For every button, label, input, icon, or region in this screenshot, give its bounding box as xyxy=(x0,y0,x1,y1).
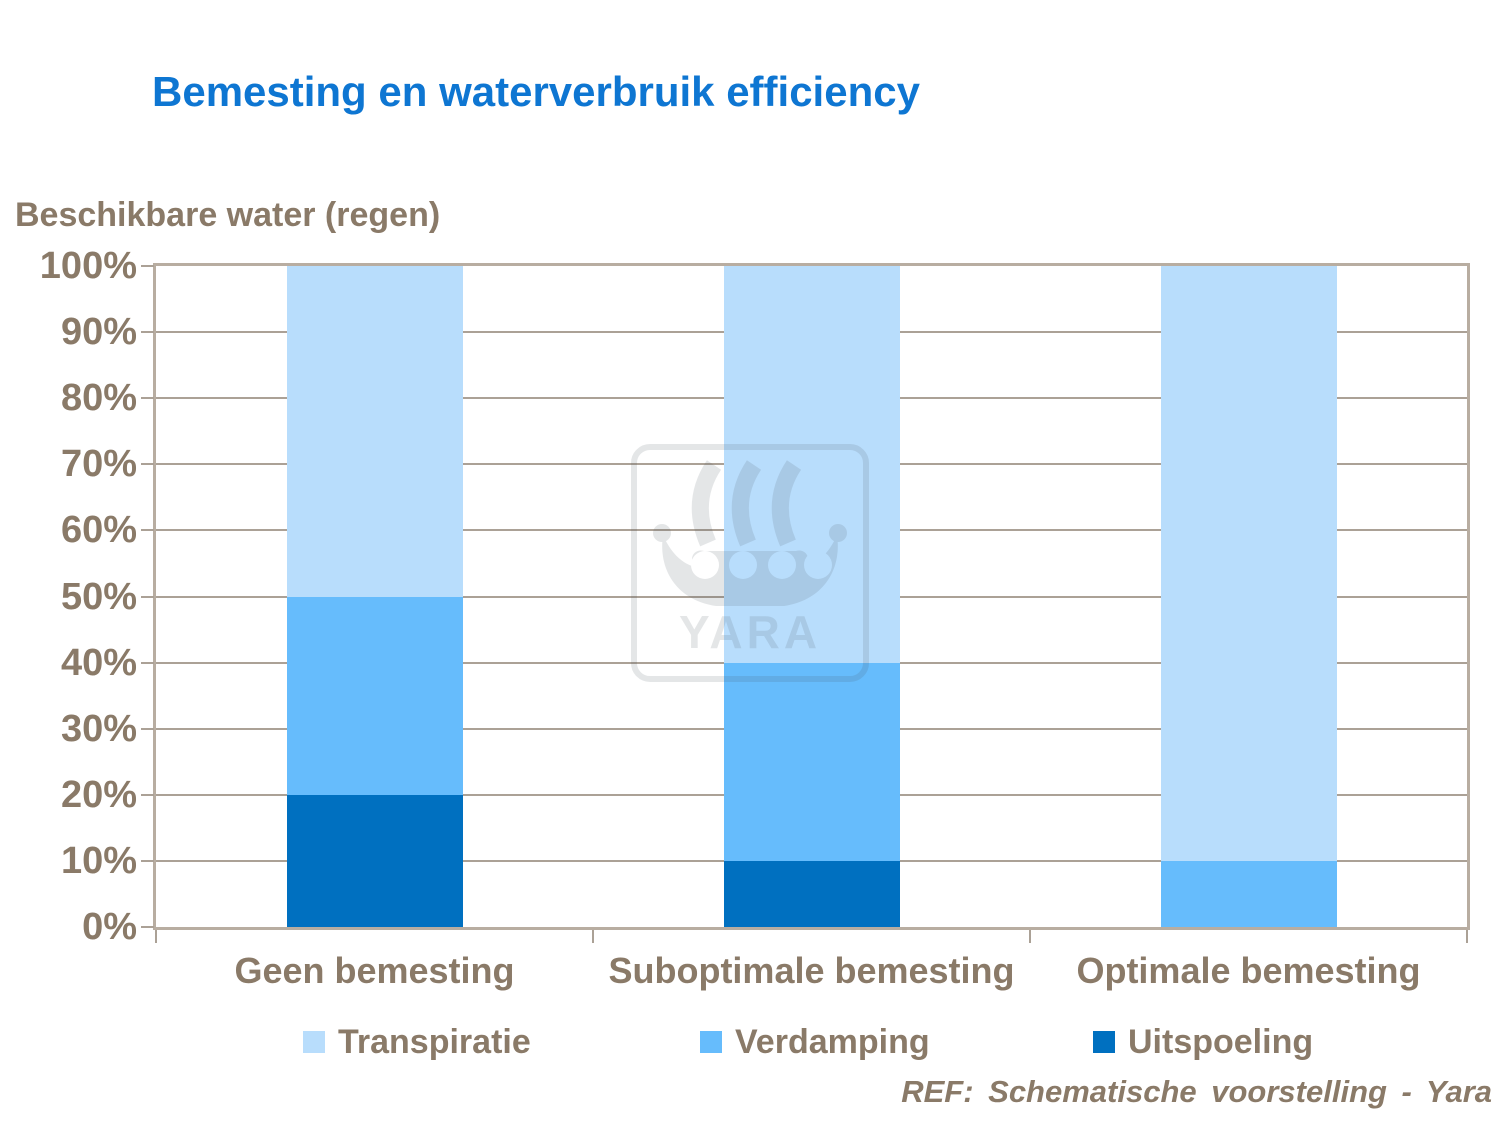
y-axis-tick-label: 10% xyxy=(60,839,137,882)
legend-item-verdamping: Verdamping xyxy=(700,1020,930,1064)
y-axis-tick-label: 20% xyxy=(60,773,137,816)
bar-segment-transpiratie xyxy=(286,266,463,597)
y-axis-tick-label: 50% xyxy=(60,575,137,618)
watermark-prow-left xyxy=(653,524,671,542)
bar-segment-uitspoeling xyxy=(286,794,463,927)
legend-label: Verdamping xyxy=(735,1022,930,1061)
reference-note: REF: Schematische voorstelling - Yara xyxy=(901,1074,1492,1109)
bar-geen-bemesting xyxy=(286,266,463,927)
bar-segment-transpiratie xyxy=(1160,266,1337,861)
x-axis-tick xyxy=(592,930,594,943)
y-axis-tick-label: 40% xyxy=(60,641,137,684)
legend-label: Uitspoeling xyxy=(1128,1022,1314,1061)
y-axis-tick-label: 70% xyxy=(60,443,137,486)
bar-segment-verdamping xyxy=(286,596,463,795)
legend-label: Transpiratie xyxy=(338,1022,531,1061)
bar-segment-verdamping xyxy=(1160,860,1337,927)
y-axis-title: Beschikbare water (regen) xyxy=(15,196,441,234)
bar-segment-verdamping xyxy=(723,662,900,861)
y-axis-tick xyxy=(141,859,154,862)
y-axis-tick xyxy=(141,595,154,598)
chart-title: Bemesting en waterverbruik efficiency xyxy=(152,68,920,115)
y-axis-tick xyxy=(141,926,154,928)
legend-swatch-transpiratie xyxy=(303,1031,325,1053)
x-axis-category-label: Geen bemesting xyxy=(234,950,515,991)
x-axis-tick xyxy=(155,930,157,943)
bar-suboptimale-bemesting xyxy=(723,266,900,927)
y-axis-tick xyxy=(141,397,154,400)
y-axis-tick-label: 90% xyxy=(60,311,137,354)
y-axis-tick xyxy=(141,529,154,532)
x-axis-tick xyxy=(1466,930,1468,943)
x-axis-tick xyxy=(1029,930,1031,943)
y-axis-tick xyxy=(141,265,154,267)
y-axis-tick xyxy=(141,793,154,796)
y-axis-tick xyxy=(141,331,154,334)
y-axis-tick-label: 0% xyxy=(82,906,137,948)
plot-area: YARA xyxy=(153,263,1470,930)
bar-optimale-bemesting xyxy=(1160,266,1337,927)
bar-segment-uitspoeling xyxy=(723,860,900,927)
legend-item-transpiratie: Transpiratie xyxy=(303,1020,531,1064)
x-axis-category-label: Optimale bemesting xyxy=(1076,950,1421,991)
x-axis-category-label: Suboptimale bemesting xyxy=(608,950,1015,991)
legend-swatch-uitspoeling xyxy=(1093,1031,1115,1053)
y-axis-tick-label: 30% xyxy=(60,707,137,750)
y-axis-tick-label: 100% xyxy=(39,245,137,287)
y-axis-tick xyxy=(141,463,154,466)
y-axis-tick xyxy=(141,727,154,730)
y-axis-tick-label: 60% xyxy=(60,509,137,552)
legend-item-uitspoeling: Uitspoeling xyxy=(1093,1020,1313,1064)
y-axis-tick xyxy=(141,661,154,664)
legend-swatch-verdamping xyxy=(700,1031,722,1053)
bar-segment-transpiratie xyxy=(723,266,900,663)
y-axis-tick-label: 80% xyxy=(60,377,137,420)
